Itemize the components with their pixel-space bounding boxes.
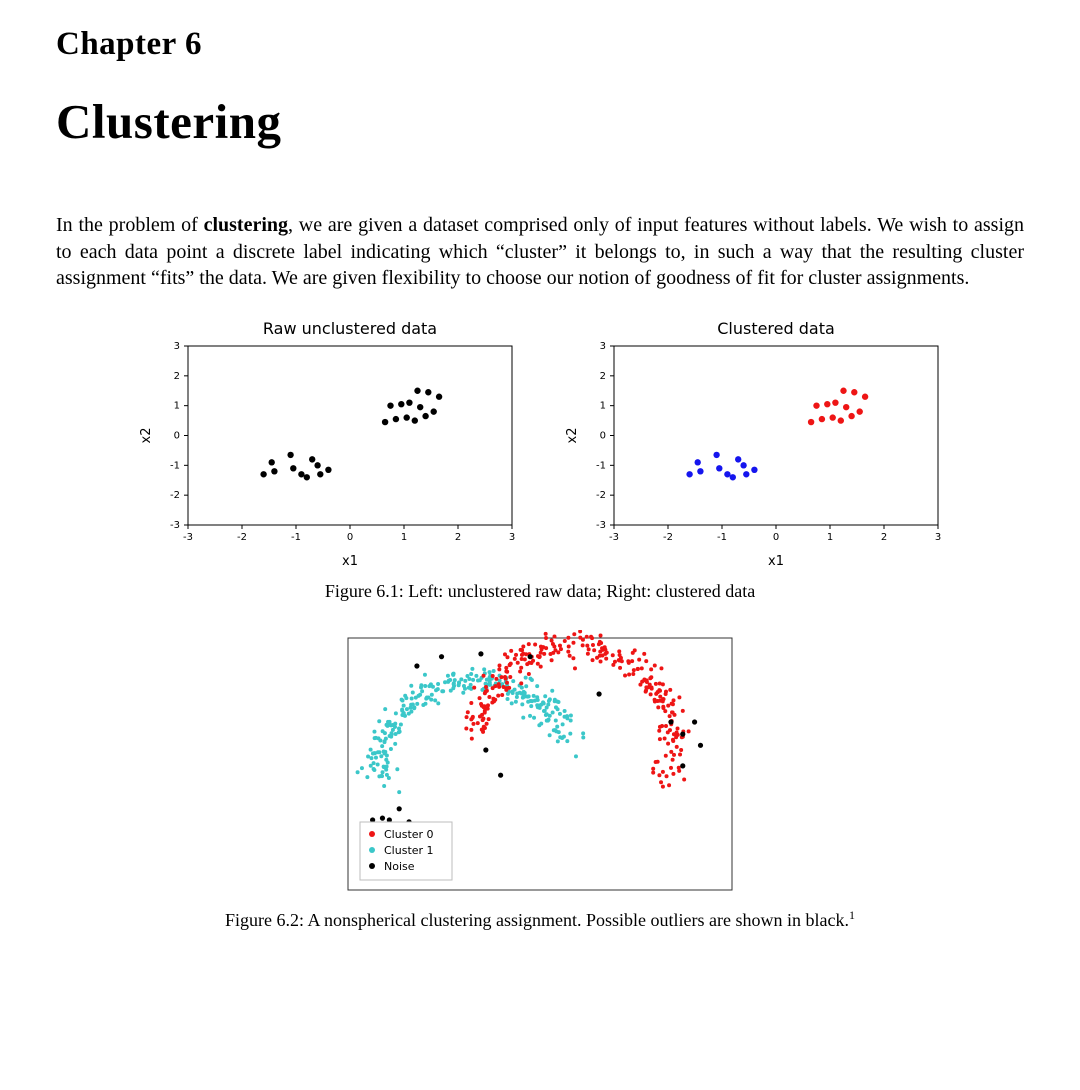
svg-text:2: 2 <box>455 532 461 543</box>
chapter-number: Chapter 6 <box>56 26 1024 63</box>
svg-text:Cluster 0: Cluster 0 <box>384 828 434 841</box>
svg-text:Cluster 1: Cluster 1 <box>384 844 434 857</box>
svg-text:1: 1 <box>600 400 606 411</box>
figure-6-1-right-panel: Clustered data -3 -2 -1 0 1 2 3 -3 -2 -1 0 1 2 3 x1 x2 <box>558 316 948 571</box>
chapter-title: Clustering <box>56 93 1024 150</box>
svg-text:Raw unclustered data: Raw unclustered data <box>263 319 437 338</box>
svg-text:3: 3 <box>600 341 606 352</box>
figure-6-2-caption-text: Figure 6.2: A nonspherical clustering as… <box>225 910 849 930</box>
svg-text:-3: -3 <box>183 532 193 543</box>
svg-text:-1: -1 <box>170 460 180 471</box>
svg-text:2: 2 <box>881 532 887 543</box>
figure-6-2-caption-footnote: 1 <box>849 908 855 922</box>
svg-text:3: 3 <box>174 341 180 352</box>
svg-text:x1: x1 <box>342 554 358 569</box>
figure-6-2: Cluster 0 Cluster 1 Noise <box>56 630 1024 898</box>
svg-text:0: 0 <box>174 430 180 441</box>
svg-text:x2: x2 <box>139 427 154 443</box>
svg-text:3: 3 <box>935 532 941 543</box>
figure-6-1: Raw unclustered data -3 -2 -1 0 1 2 3 -3 -2 -1 0 1 2 3… <box>56 316 1024 571</box>
svg-text:x2: x2 <box>565 427 580 443</box>
svg-text:1: 1 <box>827 532 833 543</box>
scatter-nonspherical: Cluster 0 Cluster 1 Noise <box>340 630 740 898</box>
svg-text:1: 1 <box>401 532 407 543</box>
scatter-clustered: Clustered data -3 -2 -1 0 1 2 3 -3 -2 -1 0 1 2 3 x1 x2 <box>558 316 948 571</box>
svg-text:Clustered data: Clustered data <box>717 319 835 338</box>
svg-text:0: 0 <box>347 532 353 543</box>
svg-text:2: 2 <box>600 371 606 382</box>
svg-text:-3: -3 <box>170 520 180 531</box>
svg-text:0: 0 <box>600 430 606 441</box>
scatter-raw: Raw unclustered data -3 -2 -1 0 1 2 3 -3 -2 -1 0 1 2 3… <box>132 316 522 571</box>
svg-text:-2: -2 <box>596 490 606 501</box>
svg-text:-2: -2 <box>237 532 247 543</box>
svg-text:-1: -1 <box>717 532 727 543</box>
svg-text:2: 2 <box>174 371 180 382</box>
svg-text:-2: -2 <box>663 532 673 543</box>
svg-text:x1: x1 <box>768 554 784 569</box>
svg-text:-3: -3 <box>596 520 606 531</box>
svg-text:3: 3 <box>509 532 515 543</box>
page-root: Chapter 6 Clustering In the problem of c… <box>0 0 1080 1090</box>
svg-text:Noise: Noise <box>384 860 415 873</box>
svg-text:0: 0 <box>773 532 779 543</box>
svg-text:-1: -1 <box>596 460 606 471</box>
svg-text:1: 1 <box>174 400 180 411</box>
intro-paragraph: In the problem of clustering, we are giv… <box>56 212 1024 292</box>
figure-6-1-caption: Figure 6.1: Left: unclustered raw data; … <box>56 581 1024 602</box>
figure-6-1-left-panel: Raw unclustered data -3 -2 -1 0 1 2 3 -3 -2 -1 0 1 2 3… <box>132 316 522 571</box>
svg-text:-2: -2 <box>170 490 180 501</box>
svg-text:-1: -1 <box>291 532 301 543</box>
figure-6-2-caption: Figure 6.2: A nonspherical clustering as… <box>56 908 1024 931</box>
svg-text:-3: -3 <box>609 532 619 543</box>
